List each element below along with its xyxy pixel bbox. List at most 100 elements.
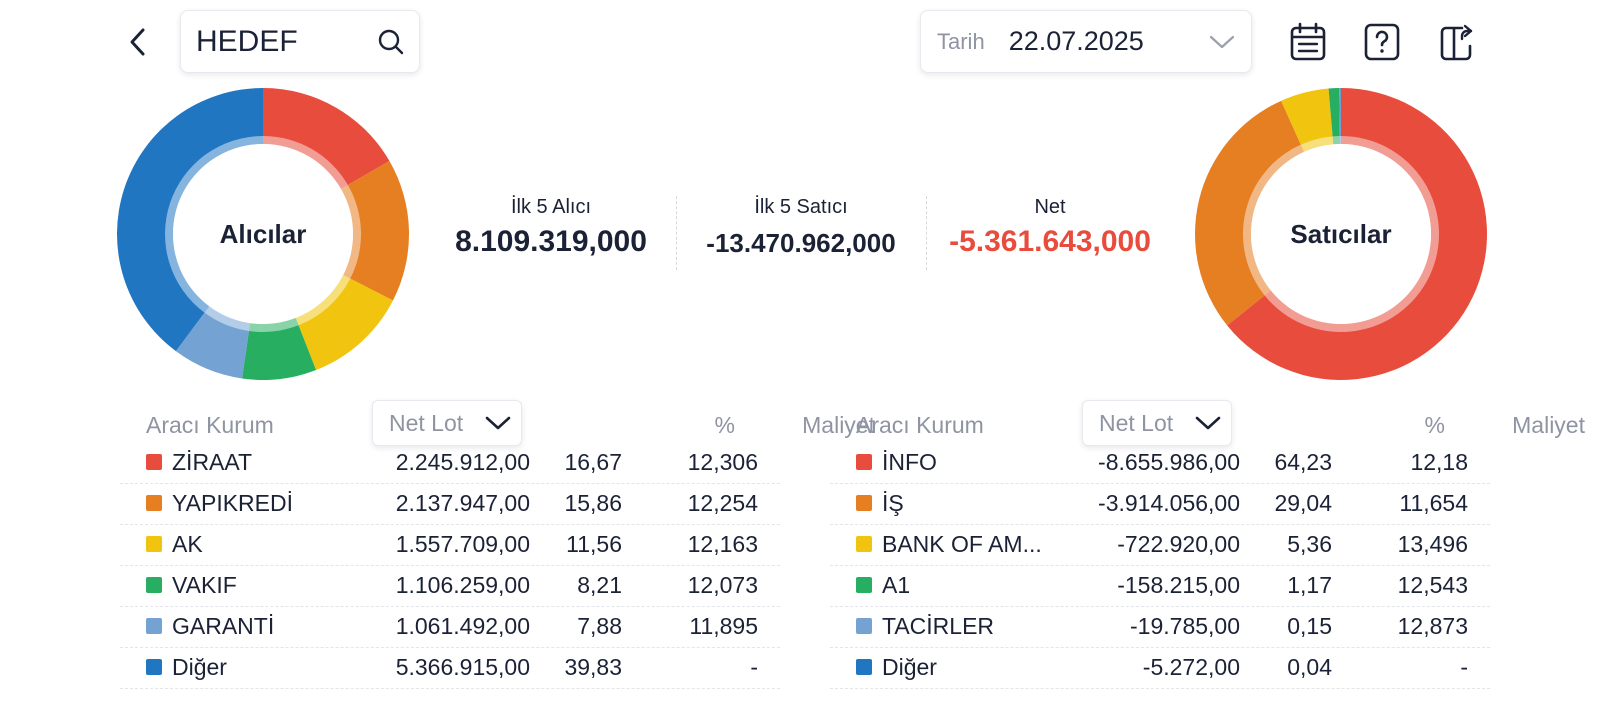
percentage: 64,23 (1274, 449, 1332, 475)
sellers-table-row[interactable]: Diğer -5.272,00 0,04 - (830, 647, 1490, 689)
buyers-donut-slice-inner (295, 274, 351, 326)
chevron-down-icon (1209, 35, 1235, 48)
cost: 12,163 (687, 531, 758, 557)
buyers-table-row[interactable]: VAKIF 1.106.259,00 8,21 12,073 (120, 565, 780, 607)
date-label: Tarih (937, 28, 985, 54)
top-buyers-summary: İlk 5 Alıcı 8.109.319,000 (440, 196, 662, 259)
buyers-donut-slice (298, 278, 393, 371)
net-lot: -5.272,00 (1142, 654, 1240, 680)
sellers-table-row[interactable]: İNFO -8.655.986,00 64,23 12,18 (830, 442, 1490, 484)
net-lot: 2.137.947,00 (395, 490, 530, 516)
buyers-donut-hole (173, 144, 353, 324)
color-swatch (856, 618, 872, 634)
percentage: 1,17 (1287, 572, 1332, 598)
percentage: 16,67 (564, 449, 622, 475)
cost: 12,073 (687, 572, 758, 598)
net-lot: 1.557.709,00 (395, 531, 530, 557)
calendar-icon (1290, 22, 1326, 61)
color-swatch (146, 536, 162, 552)
buyers-table-row[interactable]: YAPIKREDİ 2.137.947,00 15,86 12,254 (120, 483, 780, 525)
back-icon (130, 28, 145, 56)
help-button[interactable] (1360, 20, 1404, 64)
net-lot: -722.920,00 (1117, 531, 1240, 557)
buyers-donut-title: Alıcılar (219, 218, 307, 249)
buyers-table-row[interactable]: ZİRAAT 2.245.912,00 16,67 12,306 (120, 442, 780, 484)
color-swatch (856, 659, 872, 675)
buyers-table-row[interactable]: Diğer 5.366.915,00 39,83 - (120, 647, 780, 689)
sellers-table-row[interactable]: A1 -158.215,00 1,17 12,543 (830, 565, 1490, 607)
percentage: 39,83 (564, 654, 622, 680)
cost: 12,873 (1397, 613, 1468, 639)
sellers-donut-slice-inner (1332, 135, 1340, 145)
top-sellers-label: İlk 5 Satıcı (754, 196, 848, 218)
percentage: 5,36 (1287, 531, 1332, 557)
sellers-table-row[interactable]: İŞ -3.914.056,00 29,04 11,654 (830, 483, 1490, 525)
cost: 12,254 (687, 490, 758, 516)
broker-name: VAKIF (172, 572, 237, 598)
chevron-down-icon (485, 416, 511, 430)
color-swatch (856, 536, 872, 552)
sellers-donut-slice (1195, 100, 1301, 326)
broker-name: ZİRAAT (172, 449, 253, 475)
top-buyers-value: 8.109.319,000 (455, 225, 647, 258)
net-summary: Net -5.361.643,000 (940, 196, 1160, 259)
sellers-donut: Satıcılar (1195, 88, 1487, 380)
net-lot: -8.655.986,00 (1098, 449, 1240, 475)
broker-name: YAPIKREDİ (172, 490, 293, 516)
search-box[interactable] (180, 10, 420, 73)
net-lot: 2.245.912,00 (395, 449, 530, 475)
sellers-table-row[interactable]: BANK OF AM... -722.920,00 5,36 13,496 (830, 524, 1490, 566)
cost: 12,18 (1410, 449, 1468, 475)
export-button[interactable] (1436, 20, 1480, 64)
date-selector[interactable]: Tarih 22.07.2025 (920, 10, 1252, 73)
color-swatch (146, 577, 162, 593)
buyers-donut-slice (347, 161, 410, 301)
broker-name: İNFO (882, 449, 937, 475)
net-value: -5.361.643,000 (949, 225, 1151, 258)
buyers-table-row[interactable]: GARANTİ 1.061.492,00 7,88 11,895 (120, 606, 780, 648)
sellers-donut-hole (1251, 144, 1431, 324)
buyers-table: Aracı Kurum Net Lot % Maliyet ZİRAAT 2.24… (120, 0, 875, 702)
buyers-donut-slice-inner (248, 317, 299, 333)
broker-name: Diğer (172, 654, 227, 680)
chevron-down-icon (1195, 416, 1221, 430)
calendar-button[interactable] (1286, 20, 1330, 64)
net-lot: 1.061.492,00 (395, 613, 530, 639)
buyers-donut-slice (263, 88, 390, 186)
color-swatch (856, 577, 872, 593)
summary-divider (676, 196, 677, 270)
color-swatch (146, 659, 162, 675)
buyers-sort-select[interactable]: Net Lot (372, 400, 522, 446)
sellers-table-row[interactable]: TACİRLER -19.785,00 0,15 12,873 (830, 606, 1490, 648)
net-lot: -3.914.056,00 (1098, 490, 1240, 516)
broker-name: İŞ (882, 490, 904, 516)
cost: 11,895 (689, 613, 758, 639)
sellers-donut-slice (1339, 88, 1341, 137)
buyers-donut-slice-inner (164, 135, 263, 314)
broker-name: BANK OF AM... (882, 531, 1042, 557)
color-swatch (146, 454, 162, 470)
top-buyers-label: İlk 5 Alıcı (510, 196, 592, 218)
summary-divider (926, 196, 927, 270)
sellers-donut-slice (1281, 88, 1333, 145)
top-sellers-value: -13.470.962,000 (706, 228, 896, 258)
buyers-table-row[interactable]: AK 1.557.709,00 11,56 12,163 (120, 524, 780, 566)
sellers-donut-slice (1227, 88, 1487, 380)
color-swatch (856, 495, 872, 511)
sellers-sort-select[interactable]: Net Lot (1082, 400, 1232, 446)
sellers-sort-label: Net Lot (1099, 409, 1174, 436)
buyers-col-broker: Aracı Kurum (146, 412, 274, 438)
back-button[interactable] (118, 20, 158, 64)
percentage: 0,15 (1287, 613, 1332, 639)
buyers-donut-chart (117, 88, 410, 380)
net-lot: 1.106.259,00 (395, 572, 530, 598)
net-lot: -158.215,00 (1117, 572, 1240, 598)
search-icon[interactable] (377, 28, 405, 56)
buyers-donut-slice-inner (204, 306, 251, 332)
color-swatch (856, 454, 872, 470)
search-input[interactable] (196, 24, 366, 59)
cost: - (750, 654, 758, 680)
sellers-donut-slice-inner (1339, 135, 1341, 145)
color-swatch (146, 495, 162, 511)
sellers-donut-slice-inner (1300, 135, 1334, 152)
